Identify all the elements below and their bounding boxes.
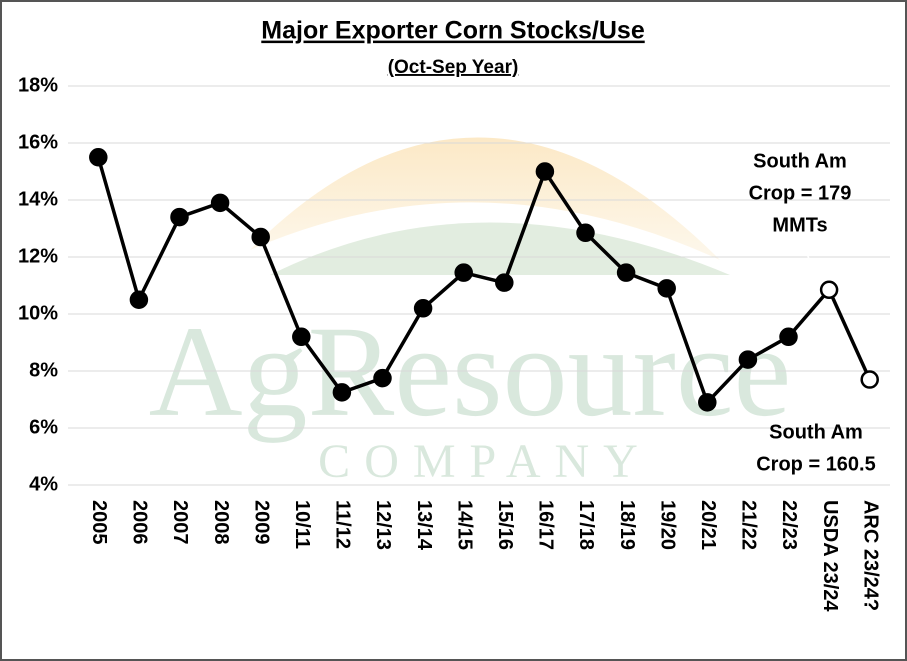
x-tick-label: 18/19	[616, 500, 638, 550]
point	[454, 263, 473, 282]
chart-title: Major Exporter Corn Stocks/Use	[261, 17, 645, 45]
x-tick-label: 20/21	[697, 500, 719, 550]
point	[657, 279, 676, 298]
x-tick-label: 2008	[210, 500, 232, 545]
point	[698, 393, 717, 412]
y-tick-label: 12%	[18, 245, 58, 267]
y-tick-label: 8%	[29, 359, 58, 381]
point	[535, 162, 555, 181]
x-tick-label: 17/18	[575, 500, 597, 550]
x-tick-label: USDA 23/24	[819, 500, 841, 612]
y-tick-label: 14%	[18, 188, 58, 210]
x-tick-label: 2005	[88, 500, 110, 545]
annotation: South Am	[769, 421, 863, 443]
x-tick-label: 10/11	[291, 500, 313, 549]
annotation-leader	[799, 241, 823, 283]
x-tick-label: 2009	[250, 500, 272, 545]
point	[616, 263, 636, 282]
x-tick-label: 14/15	[453, 500, 475, 550]
y-tick-label: 18%	[18, 74, 58, 96]
annotation: Crop = 160.5	[756, 453, 876, 475]
point	[292, 327, 311, 347]
point	[779, 327, 798, 347]
x-tick-label: 19/20	[656, 500, 678, 550]
annotation: Crop = 179	[749, 182, 852, 204]
x-tick-label: 21/22	[738, 500, 760, 550]
watermark-sun	[250, 137, 720, 260]
y-tick-label: 6%	[29, 416, 58, 438]
watermark-sub: COMPANY	[318, 435, 652, 488]
y-tick-label: 16%	[18, 131, 58, 153]
x-tick-label: 2006	[129, 500, 151, 545]
point	[89, 148, 108, 167]
x-tick-label: 22/23	[778, 500, 800, 550]
annotation: MMTs	[772, 214, 827, 236]
point	[819, 280, 839, 300]
annotation-leader	[819, 385, 861, 411]
point	[332, 383, 352, 402]
x-tick-label: 13/14	[413, 500, 435, 551]
x-tick-label: ARC 23/24?	[859, 500, 881, 611]
watermark-name: AgResource	[149, 300, 792, 444]
x-tick-label: 2007	[169, 500, 191, 545]
y-tick-label: 4%	[29, 473, 58, 495]
point	[210, 193, 230, 213]
annotation: South Am	[753, 150, 847, 172]
x-tick-label: 15/16	[494, 500, 516, 550]
point	[251, 227, 270, 247]
point	[860, 370, 879, 389]
x-tick-label: 11/12	[332, 500, 354, 549]
chart-subtitle: (Oct-Sep Year)	[388, 57, 519, 78]
point	[129, 290, 149, 309]
point	[738, 350, 758, 369]
point	[413, 299, 433, 318]
y-tick-label: 10%	[18, 302, 58, 324]
point	[495, 273, 514, 292]
point	[373, 368, 392, 388]
point	[170, 207, 189, 227]
x-tick-label: 16/17	[535, 500, 557, 550]
point	[576, 223, 595, 243]
x-tick-label: 12/13	[372, 500, 394, 550]
